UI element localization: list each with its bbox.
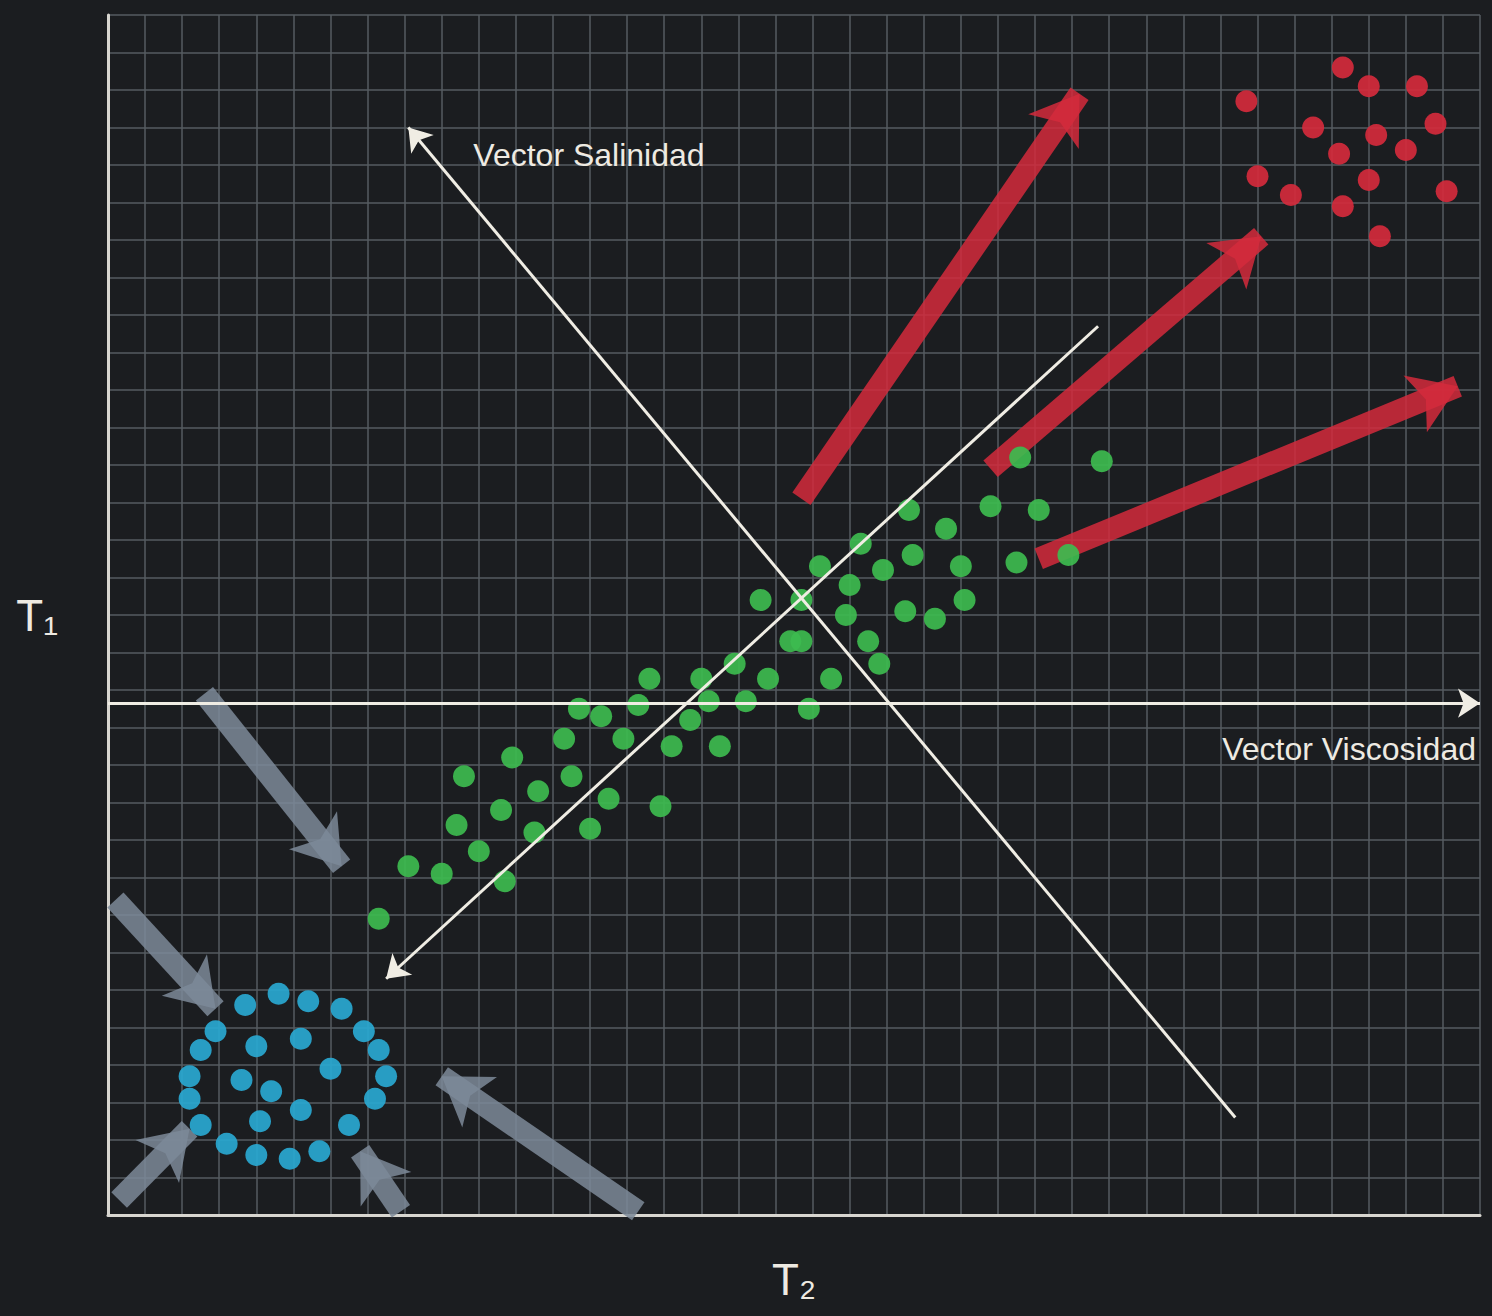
svg-text:Vector Salinidad: Vector Salinidad: [473, 137, 704, 173]
svg-text:T₁: T₁: [16, 591, 58, 640]
svg-text:Vector Viscosidad: Vector Viscosidad: [1222, 731, 1476, 767]
svg-text:T₂: T₂: [772, 1255, 816, 1304]
